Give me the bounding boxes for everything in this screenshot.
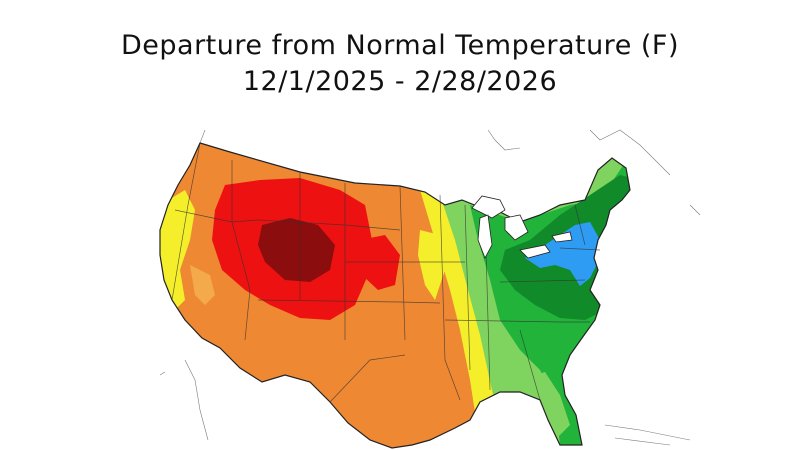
canada-islands (487, 129, 521, 151)
title-line-1: Departure from Normal Temperature (F) (121, 30, 679, 61)
lake-erie (519, 244, 551, 259)
oregon-california-line (171, 142, 201, 301)
lake-huron (504, 214, 529, 241)
plains-yellow-patch (418, 230, 445, 300)
maritimes-outline (589, 129, 671, 176)
four-corners-line (257, 299, 441, 304)
dark-red-core (258, 218, 335, 282)
west-light-orange (190, 265, 215, 305)
ohio-line (499, 279, 586, 283)
title-line-2: 12/1/2025 - 2/28/2026 (242, 66, 558, 97)
temperature-field (160, 143, 630, 448)
dakotas-east-line (399, 185, 406, 341)
tennessee-line (444, 319, 590, 323)
cuba-outline (614, 437, 671, 446)
pacific-island (159, 371, 166, 376)
state-boundaries (171, 142, 601, 421)
neighbor-outlines (159, 129, 701, 446)
nevada-east-line (231, 160, 251, 341)
canada-west-edge (199, 129, 206, 144)
great-lakes (471, 195, 573, 259)
baja-outline (184, 359, 209, 441)
bahamas-outline (604, 424, 691, 441)
blue-cold-zone (525, 222, 600, 286)
pennsylvania-line (559, 247, 601, 251)
texas-line (329, 354, 406, 403)
lake-michigan (477, 214, 493, 259)
lake-ontario (551, 231, 573, 243)
illinois-line (464, 204, 471, 371)
west-coast-yellow (160, 190, 195, 310)
newfoundland-outline (689, 204, 701, 216)
map-title: Departure from Normal Temperature (F) 12… (0, 28, 800, 100)
new-york-line (574, 204, 586, 246)
plains-red-patch (360, 235, 400, 290)
lake-superior (471, 195, 506, 219)
georgia-line (519, 329, 549, 421)
mississippi-line (439, 194, 461, 401)
florida-green (520, 372, 570, 440)
